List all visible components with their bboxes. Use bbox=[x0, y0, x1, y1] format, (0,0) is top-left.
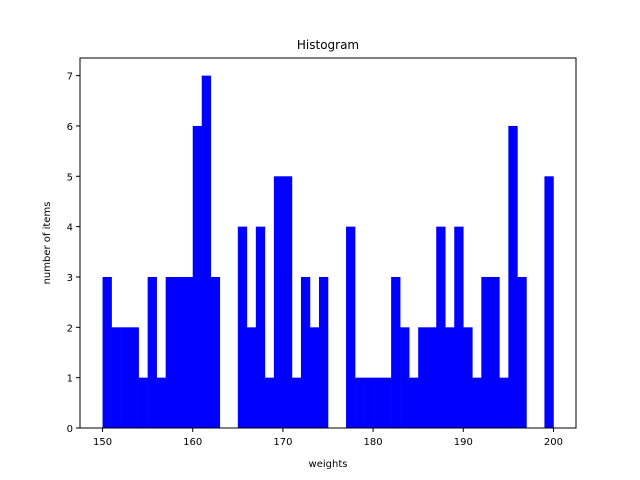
y-tick-label: 3 bbox=[67, 273, 73, 284]
x-tick-label: 150 bbox=[93, 437, 112, 448]
histogram-bar bbox=[355, 377, 365, 428]
histogram-bars bbox=[102, 75, 554, 429]
histogram-bar bbox=[273, 176, 284, 428]
histogram-bar bbox=[183, 276, 194, 428]
histogram-bar bbox=[508, 125, 518, 429]
x-axis-ticks: 150 160 170 180 190 200 bbox=[93, 428, 563, 448]
histogram-bar bbox=[463, 327, 473, 428]
histogram-bar bbox=[427, 327, 437, 428]
histogram-bar bbox=[201, 75, 212, 428]
histogram-bar bbox=[120, 327, 130, 428]
x-tick-label: 180 bbox=[364, 437, 383, 448]
histogram-bar bbox=[364, 377, 374, 428]
plot-frame bbox=[79, 57, 577, 429]
histogram-bar bbox=[300, 276, 311, 428]
histogram-bar bbox=[147, 276, 157, 428]
y-tick-label: 6 bbox=[67, 122, 73, 133]
x-tick-label: 160 bbox=[183, 437, 202, 448]
histogram-bar bbox=[490, 276, 500, 428]
histogram-bar bbox=[499, 377, 509, 428]
histogram-bar bbox=[445, 327, 455, 428]
histogram-bar bbox=[418, 327, 428, 428]
histogram-bar bbox=[129, 327, 139, 428]
histogram-bar bbox=[255, 226, 266, 428]
histogram-bar bbox=[472, 377, 482, 428]
x-tick-label: 170 bbox=[273, 437, 292, 448]
y-tick-label: 7 bbox=[67, 72, 73, 83]
histogram-bar bbox=[264, 377, 275, 428]
histogram-bar bbox=[174, 276, 185, 428]
histogram-bar bbox=[111, 327, 121, 428]
histogram-bar bbox=[318, 276, 329, 428]
histogram-bar bbox=[192, 125, 203, 429]
x-tick-label: 200 bbox=[544, 437, 563, 448]
y-axis-label: number of items bbox=[42, 202, 53, 285]
histogram-bar bbox=[544, 176, 554, 428]
histogram-bar bbox=[436, 226, 446, 428]
histogram-bar bbox=[237, 226, 248, 428]
x-axis-label: weights bbox=[309, 459, 348, 470]
histogram-bar bbox=[481, 276, 491, 428]
histogram-bar bbox=[102, 276, 112, 428]
histogram-bar bbox=[400, 327, 410, 428]
histogram-bar bbox=[165, 276, 175, 428]
y-tick-label: 4 bbox=[67, 223, 73, 234]
histogram-bar bbox=[210, 276, 221, 428]
y-axis-ticks: 0 1 2 3 4 5 6 7 bbox=[67, 72, 80, 435]
x-tick-label: 190 bbox=[454, 437, 473, 448]
histogram-bar bbox=[282, 176, 293, 428]
y-tick-label: 0 bbox=[67, 424, 73, 435]
histogram-bar bbox=[454, 226, 464, 428]
histogram-bar bbox=[391, 276, 401, 428]
y-tick-label: 1 bbox=[67, 374, 73, 385]
histogram-bar bbox=[138, 377, 148, 428]
histogram-bar bbox=[517, 276, 527, 428]
y-tick-label: 5 bbox=[67, 172, 73, 183]
histogram-bar bbox=[291, 377, 302, 428]
y-tick-label: 2 bbox=[67, 323, 73, 334]
histogram-bar bbox=[346, 226, 356, 428]
histogram-bar bbox=[382, 377, 392, 428]
histogram-bar bbox=[409, 377, 419, 428]
histogram-bar bbox=[309, 327, 320, 428]
histogram-bar bbox=[246, 327, 257, 428]
histogram-bar bbox=[373, 377, 383, 428]
chart-title: Histogram bbox=[297, 38, 359, 52]
histogram-bar bbox=[156, 377, 166, 428]
